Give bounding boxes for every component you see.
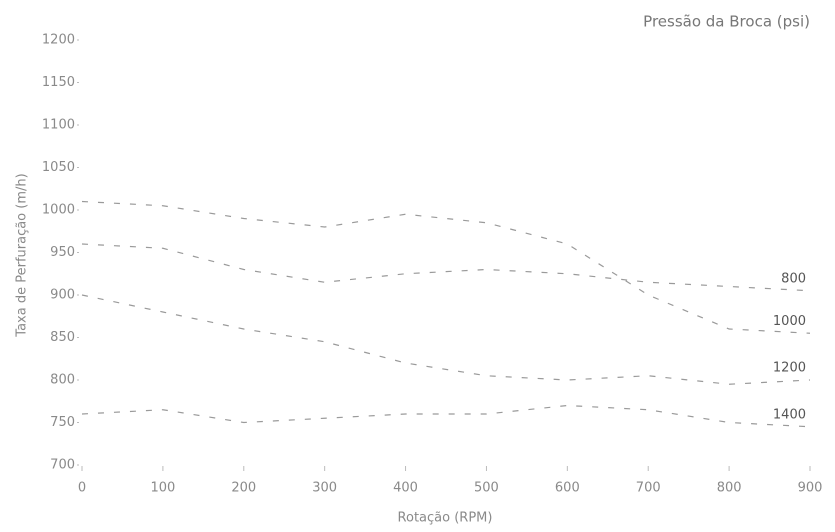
y-tick-label: 1200 xyxy=(42,33,75,48)
y-tick-label: 950 xyxy=(50,245,75,260)
series-line xyxy=(81,200,811,334)
y-tick-label: 750 xyxy=(50,415,75,430)
y-tick-label: 1000 xyxy=(42,203,75,218)
x-tick-label: 0 xyxy=(78,481,86,496)
x-tick-label: 200 xyxy=(231,481,256,496)
x-tick-label: 700 xyxy=(636,481,661,496)
y-tick-label: 1050 xyxy=(42,160,75,175)
series-line xyxy=(81,404,811,428)
series-line xyxy=(81,243,811,292)
y-tick-label: 900 xyxy=(50,288,75,303)
y-tick-label: 1150 xyxy=(42,75,75,90)
series-label: 1000 xyxy=(773,314,806,329)
y-tick-label: 800 xyxy=(50,373,75,388)
x-tick-label: 500 xyxy=(474,481,499,496)
y-tick-label: 1100 xyxy=(42,118,75,133)
x-tick-label: 900 xyxy=(798,481,823,496)
series-label: 1400 xyxy=(773,407,806,422)
y-axis-label: Taxa de Perfuração (m/h) xyxy=(15,173,30,337)
series-label: 1200 xyxy=(773,361,806,376)
x-tick-label: 100 xyxy=(150,481,175,496)
y-tick-label: 850 xyxy=(50,330,75,345)
x-tick-label: 400 xyxy=(393,481,418,496)
x-axis-label: Rotação (RPM) xyxy=(398,511,493,526)
series-label: 800 xyxy=(781,271,806,286)
chart-title: Pressão da Broca (psi) xyxy=(643,13,810,31)
y-tick-label: 700 xyxy=(50,458,75,473)
x-tick-label: 300 xyxy=(312,481,337,496)
series-line xyxy=(81,294,811,385)
x-tick-label: 800 xyxy=(717,481,742,496)
x-tick-label: 600 xyxy=(555,481,580,496)
